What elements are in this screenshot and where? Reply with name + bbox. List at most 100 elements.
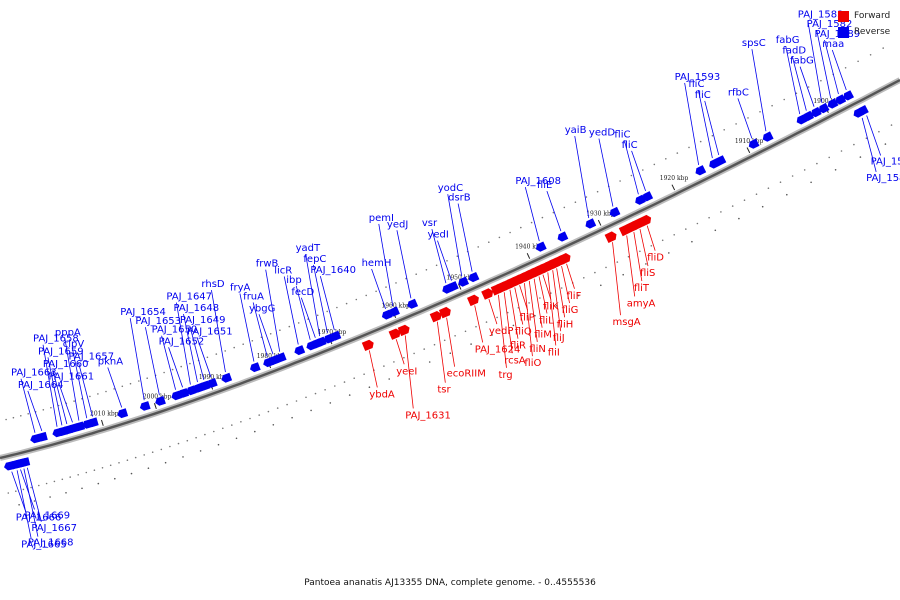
reverse-gene-label[interactable]: PAJ_1664 xyxy=(18,380,64,391)
reverse-gene-label[interactable]: pemI xyxy=(369,213,394,224)
forward-gene-label[interactable]: rcsA xyxy=(504,355,526,366)
forward-gene-label[interactable]: fliH xyxy=(557,319,574,330)
reverse-gene-glyph[interactable] xyxy=(381,309,393,320)
forward-gene-label[interactable]: fliS xyxy=(640,268,655,279)
reverse-gene-label[interactable]: frwB xyxy=(256,259,279,270)
reverse-gene-glyph[interactable] xyxy=(762,131,774,142)
reverse-gene-label[interactable]: PAJ_1665 xyxy=(21,539,67,550)
reverse-gene-label[interactable]: PAJ_1650 xyxy=(152,325,198,336)
reverse-gene-label[interactable]: yaiB xyxy=(565,125,587,136)
reverse-gene-label[interactable]: PAJ_1585 xyxy=(871,157,900,168)
reverse-gene-label[interactable]: pppA xyxy=(55,328,81,339)
forward-gene-glyph[interactable] xyxy=(397,324,410,337)
reverse-gene-label[interactable]: PAJ_1593 xyxy=(675,72,721,83)
reverse-gene-label[interactable]: ibp xyxy=(286,275,301,286)
reverse-gene-label[interactable]: licR xyxy=(274,266,292,277)
reverse-gene-glyph[interactable] xyxy=(796,114,808,125)
reverse-gene-glyph[interactable] xyxy=(835,94,847,105)
reverse-gene-label[interactable]: vsr xyxy=(422,218,438,229)
reverse-gene-glyph[interactable] xyxy=(468,272,480,283)
reverse-gene-label[interactable]: fliC xyxy=(688,79,704,90)
reverse-gene-label[interactable]: PAJ_1649 xyxy=(180,315,226,326)
reverse-gene-label[interactable]: PAJ_1668 xyxy=(28,538,74,549)
reverse-gene-label[interactable]: ybgG xyxy=(249,303,275,314)
reverse-gene-label[interactable]: PAJ_1667 xyxy=(31,523,77,534)
reverse-gene-glyph[interactable] xyxy=(30,433,41,444)
forward-gene-label[interactable]: fliM xyxy=(534,330,552,341)
forward-gene-label[interactable]: PAJ_1631 xyxy=(405,410,451,421)
reverse-gene-label[interactable]: PAJ_1653 xyxy=(135,316,181,327)
reverse-gene-glyph[interactable] xyxy=(709,158,720,169)
reverse-gene-glyph[interactable] xyxy=(171,390,183,401)
reverse-gene-glyph[interactable] xyxy=(695,165,707,176)
reverse-gene-label[interactable]: PAJ_1663 xyxy=(11,368,57,379)
reverse-gene-glyph[interactable] xyxy=(827,98,839,109)
forward-gene-label[interactable]: fliQ xyxy=(515,326,532,337)
reverse-gene-label[interactable]: rfbC xyxy=(728,87,749,98)
reverse-gene-label[interactable]: PAJ_1657 xyxy=(69,351,115,362)
reverse-gene-label[interactable]: PAJ_1660 xyxy=(43,359,89,370)
reverse-gene-glyph[interactable] xyxy=(117,408,129,419)
forward-gene-label[interactable]: fliK xyxy=(543,302,559,313)
forward-gene-glyph[interactable] xyxy=(481,288,494,300)
forward-gene-label[interactable]: fliT xyxy=(634,283,650,294)
forward-gene-label[interactable]: yeeI xyxy=(396,366,417,377)
forward-gene-label[interactable]: ybdA xyxy=(369,389,395,400)
reverse-gene-glyph[interactable] xyxy=(389,306,400,317)
reverse-gene-glyph[interactable] xyxy=(294,345,306,356)
forward-gene-label[interactable]: trg xyxy=(498,370,512,381)
forward-gene-glyph[interactable] xyxy=(490,284,503,296)
reverse-gene-label[interactable]: fepC xyxy=(303,254,326,265)
reverse-gene-glyph[interactable] xyxy=(843,90,854,101)
forward-gene-label[interactable]: fliD xyxy=(647,253,664,264)
reverse-gene-label[interactable]: yedD xyxy=(589,128,615,139)
reverse-gene-glyph[interactable] xyxy=(306,340,318,351)
reverse-gene-glyph[interactable] xyxy=(748,138,760,149)
forward-gene-label[interactable]: yedP xyxy=(489,326,513,337)
reverse-gene-glyph[interactable] xyxy=(557,231,569,242)
reverse-gene-label[interactable]: yedI xyxy=(427,230,448,241)
forward-gene-label[interactable]: fliO xyxy=(524,358,541,369)
reverse-gene-glyph[interactable] xyxy=(221,372,233,383)
forward-gene-glyph[interactable] xyxy=(618,224,631,237)
reverse-gene-glyph[interactable] xyxy=(642,191,654,202)
reverse-gene-label[interactable]: PAJ_1661 xyxy=(48,371,94,382)
reverse-gene-glyph[interactable] xyxy=(4,461,15,471)
reverse-gene-glyph[interactable] xyxy=(818,102,830,114)
reverse-gene-glyph[interactable] xyxy=(535,241,547,252)
reverse-gene-label[interactable]: fliE xyxy=(537,180,552,191)
forward-gene-glyph[interactable] xyxy=(604,231,617,243)
forward-gene-label[interactable]: fliJ xyxy=(553,333,565,344)
forward-gene-label[interactable]: fliR xyxy=(510,341,526,352)
reverse-gene-glyph[interactable] xyxy=(853,107,865,118)
reverse-gene-label[interactable]: yodC xyxy=(438,183,463,194)
reverse-gene-label[interactable]: dsrB xyxy=(448,193,471,204)
reverse-gene-label[interactable]: PAJ_1589 xyxy=(814,29,860,40)
forward-gene-glyph[interactable] xyxy=(361,339,374,351)
reverse-gene-glyph[interactable] xyxy=(12,458,24,469)
reverse-gene-label[interactable]: PAJ_1652 xyxy=(159,336,205,347)
reverse-gene-label[interactable]: PAJ_1582 xyxy=(807,19,853,30)
reverse-gene-glyph[interactable] xyxy=(155,396,166,406)
reverse-gene-glyph[interactable] xyxy=(250,362,261,373)
reverse-gene-label[interactable]: yedJ xyxy=(387,219,408,230)
forward-gene-label[interactable]: fliL xyxy=(539,315,554,326)
reverse-gene-label[interactable]: PAJ_1658 xyxy=(33,334,79,345)
forward-gene-glyph[interactable] xyxy=(467,294,479,307)
reverse-gene-glyph[interactable] xyxy=(263,357,274,368)
reverse-gene-glyph[interactable] xyxy=(323,333,335,344)
forward-gene-label[interactable]: fliG xyxy=(562,305,579,316)
reverse-gene-label[interactable]: PAJ_1647 xyxy=(166,292,212,303)
reverse-gene-glyph[interactable] xyxy=(52,427,64,438)
reverse-gene-glyph[interactable] xyxy=(206,378,218,388)
reverse-gene-label[interactable]: fryA xyxy=(230,283,251,294)
forward-gene-label[interactable]: fliN xyxy=(529,344,546,355)
reverse-gene-label[interactable]: PAJ_1583 xyxy=(798,10,844,21)
reverse-gene-label[interactable]: clpV xyxy=(63,339,85,350)
reverse-gene-label[interactable]: PAJ_1654 xyxy=(120,307,166,318)
reverse-gene-label[interactable]: spsC xyxy=(742,38,766,49)
forward-gene-label[interactable]: amyA xyxy=(627,298,656,309)
reverse-gene-glyph[interactable] xyxy=(442,283,454,294)
reverse-gene-glyph[interactable] xyxy=(811,106,822,118)
reverse-gene-label[interactable]: PAJ_1608 xyxy=(515,176,561,187)
